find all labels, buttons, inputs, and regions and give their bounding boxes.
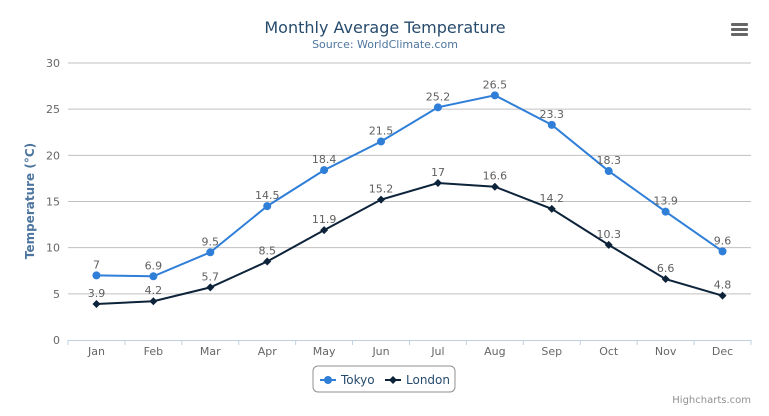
data-label-tokyo: 13.9 bbox=[653, 195, 678, 208]
x-tick-label: Apr bbox=[258, 345, 278, 358]
data-point-tokyo bbox=[320, 166, 329, 175]
data-point-tokyo bbox=[547, 120, 556, 129]
x-tick-label: May bbox=[313, 345, 336, 358]
data-point-tokyo bbox=[661, 207, 670, 216]
x-tick-label: Jan bbox=[87, 345, 105, 358]
data-label-london: 17 bbox=[431, 166, 445, 179]
x-tick-label: Jul bbox=[430, 345, 444, 358]
data-label-london: 3.9 bbox=[88, 287, 106, 300]
legend-label-tokyo: Tokyo bbox=[340, 373, 375, 387]
chart-title: Monthly Average Temperature bbox=[264, 18, 505, 37]
data-point-london bbox=[490, 182, 499, 191]
data-label-tokyo: 21.5 bbox=[369, 124, 394, 137]
data-point-london bbox=[604, 240, 613, 249]
y-axis-title: Temperature (°C) bbox=[23, 143, 37, 259]
data-label-tokyo: 23.3 bbox=[540, 108, 565, 121]
data-label-london: 15.2 bbox=[369, 183, 394, 196]
legend-label-london: London bbox=[406, 373, 450, 387]
data-label-london: 6.6 bbox=[657, 262, 675, 275]
data-point-tokyo bbox=[490, 91, 499, 100]
data-point-tokyo bbox=[149, 272, 158, 281]
data-point-london bbox=[718, 291, 727, 300]
data-point-london bbox=[92, 299, 101, 308]
data-point-london bbox=[547, 204, 556, 213]
y-tick-label: 25 bbox=[46, 103, 60, 116]
data-point-london bbox=[149, 297, 158, 306]
data-point-london bbox=[433, 179, 442, 188]
data-label-london: 4.8 bbox=[714, 279, 732, 292]
data-point-tokyo bbox=[92, 271, 101, 280]
data-label-tokyo: 25.2 bbox=[426, 90, 451, 103]
hamburger-menu-icon[interactable] bbox=[731, 23, 748, 36]
data-point-tokyo bbox=[604, 167, 613, 176]
x-tick-label: Oct bbox=[599, 345, 619, 358]
data-point-tokyo bbox=[206, 248, 215, 257]
x-tick-label: Feb bbox=[144, 345, 163, 358]
x-tick-label: Sep bbox=[541, 345, 562, 358]
legend-item-london[interactable]: London bbox=[385, 373, 450, 387]
data-label-tokyo: 7 bbox=[93, 258, 100, 271]
data-point-london bbox=[320, 226, 329, 235]
x-tick-label: Nov bbox=[655, 345, 677, 358]
data-label-tokyo: 9.6 bbox=[714, 234, 732, 247]
chart-subtitle: Source: WorldClimate.com bbox=[312, 38, 458, 51]
data-point-london bbox=[377, 195, 386, 204]
data-label-tokyo: 18.3 bbox=[596, 154, 621, 167]
y-tick-label: 15 bbox=[46, 196, 60, 209]
data-label-london: 10.3 bbox=[596, 228, 621, 241]
data-point-tokyo bbox=[377, 137, 386, 146]
x-tick-label: Mar bbox=[200, 345, 221, 358]
x-tick-label: Jun bbox=[371, 345, 389, 358]
data-point-london bbox=[661, 275, 670, 284]
data-label-london: 5.7 bbox=[202, 270, 220, 283]
y-tick-label: 10 bbox=[46, 242, 60, 255]
data-label-london: 11.9 bbox=[312, 213, 337, 226]
data-label-london: 4.2 bbox=[145, 284, 163, 297]
data-label-tokyo: 6.9 bbox=[145, 259, 163, 272]
y-tick-label: 30 bbox=[46, 57, 60, 70]
y-tick-label: 5 bbox=[53, 288, 60, 301]
data-point-london bbox=[263, 257, 272, 266]
legend-item-tokyo[interactable]: Tokyo bbox=[320, 373, 375, 387]
data-label-tokyo: 18.4 bbox=[312, 153, 337, 166]
x-tick-label: Dec bbox=[712, 345, 733, 358]
credits-link[interactable]: Highcharts.com bbox=[672, 395, 751, 406]
y-tick-label: 0 bbox=[53, 334, 60, 347]
series-line-tokyo bbox=[96, 94, 724, 278]
data-label-tokyo: 26.5 bbox=[483, 78, 508, 91]
data-label-london: 8.5 bbox=[258, 245, 276, 258]
data-label-london: 16.6 bbox=[483, 170, 508, 183]
series-line-london bbox=[96, 182, 723, 305]
data-point-tokyo bbox=[263, 202, 272, 211]
data-label-london: 14.2 bbox=[540, 192, 565, 205]
data-point-london bbox=[206, 283, 215, 292]
data-point-tokyo bbox=[718, 247, 727, 256]
data-label-tokyo: 14.5 bbox=[255, 189, 280, 202]
x-tick-label: Aug bbox=[484, 345, 505, 358]
data-label-tokyo: 9.5 bbox=[202, 235, 220, 248]
legend: Tokyo London bbox=[312, 365, 456, 393]
y-tick-label: 20 bbox=[46, 149, 60, 162]
data-point-tokyo bbox=[433, 103, 442, 112]
